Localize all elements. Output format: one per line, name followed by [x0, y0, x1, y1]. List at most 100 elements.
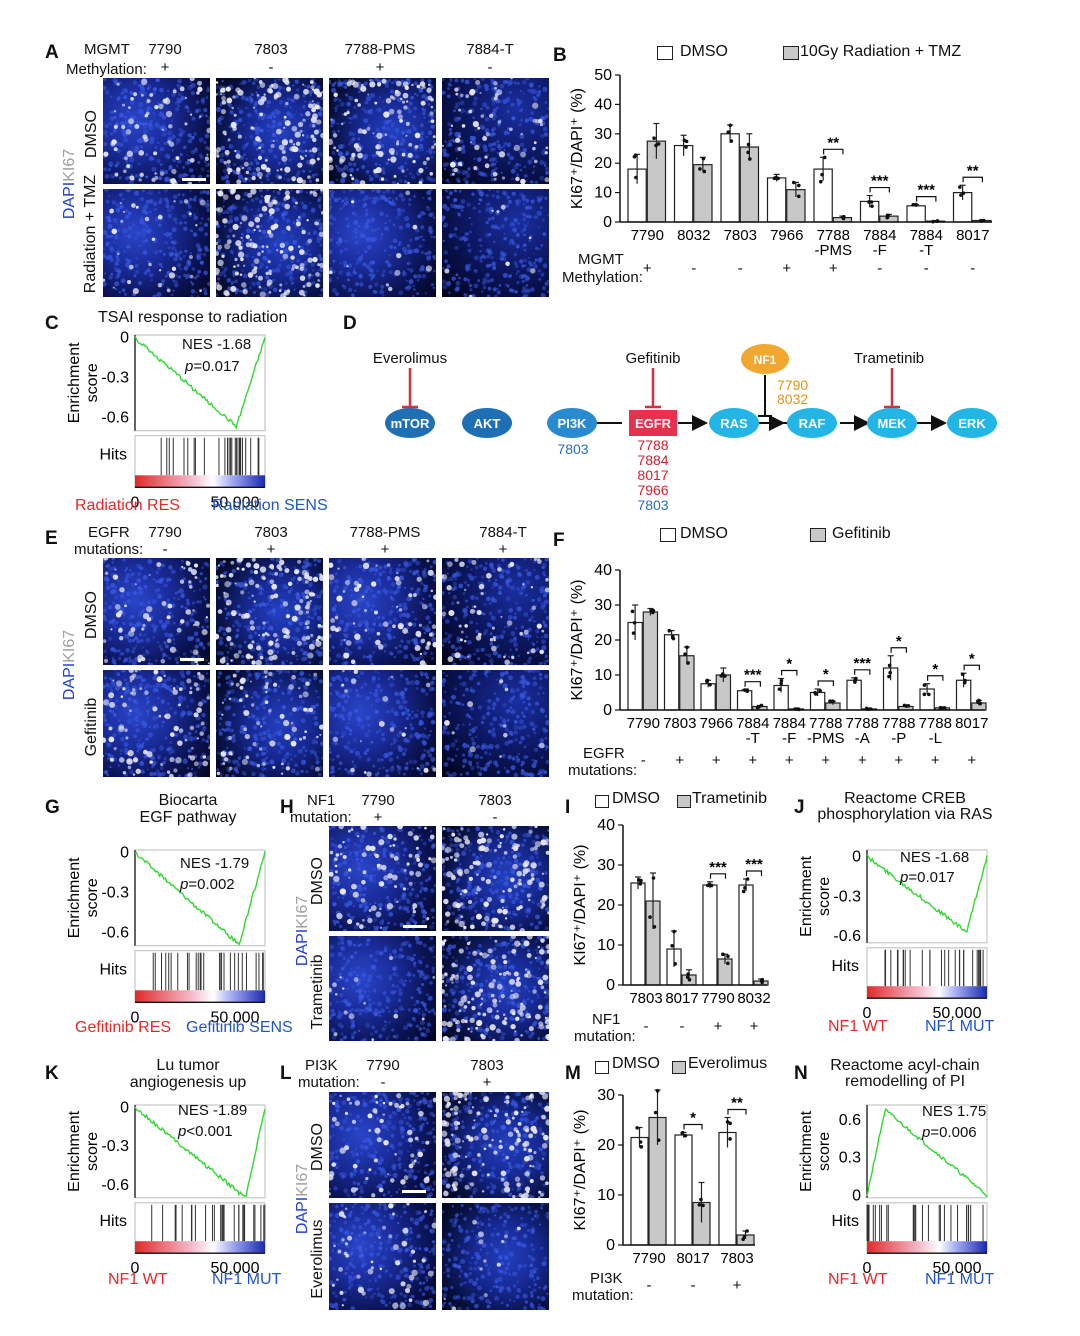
svg-text:7966: 7966 [637, 482, 668, 498]
panel-c-letter: C [45, 313, 59, 334]
panel-j-pvalue: p=0.017 [900, 869, 955, 886]
scale-bar [180, 658, 204, 661]
bar [846, 679, 862, 711]
significance-label: * [823, 666, 829, 683]
enrichment-curve [134, 1106, 266, 1197]
significance-bracket [781, 669, 798, 676]
significance-bracket [916, 196, 937, 202]
bar [906, 205, 926, 223]
micrograph-h-tram-7790 [329, 936, 436, 1041]
significance-label: * [690, 1110, 696, 1127]
panel-g-nes: NES -1.79 [180, 855, 250, 872]
enrichment-curve [866, 854, 988, 933]
significance-label: * [786, 656, 792, 673]
svg-text:7790: 7790 [777, 377, 808, 393]
legend-swatch-treatment [672, 1061, 686, 1074]
panel-e-sample: 7788-PMS [349, 524, 421, 541]
x-tick-label: 7788 [809, 715, 842, 732]
row-sign: - [691, 260, 697, 277]
data-point [813, 692, 818, 696]
data-point [779, 681, 783, 686]
panel-n-title: remodelling of PI [844, 1073, 966, 1090]
panel-l-rowhead: mutation: [298, 1074, 360, 1091]
y-axis-label: KI67⁺/DAPI⁺ (%) [572, 845, 589, 966]
data-point [759, 703, 764, 708]
node-label: ERK [958, 416, 986, 431]
panel-k-nes: NES -1.89 [178, 1102, 248, 1119]
y-tick-label: 30 [594, 597, 612, 614]
data-point [701, 1203, 705, 1208]
x-tick-label: 7884 [863, 227, 896, 244]
panel-a-stain-label: DAPIKI67 [61, 148, 78, 220]
data-point [958, 185, 962, 189]
legend-swatch-dmso [595, 1061, 609, 1074]
panel-e-row-treatment: Gefitinib [83, 697, 100, 757]
significance-label: ** [827, 134, 839, 151]
x-tick-label: 50,000 [211, 494, 260, 511]
x-tick-label: -F [873, 242, 887, 259]
x-tick-label: 7790 [701, 990, 734, 1007]
y-tick-label: 0 [120, 1100, 129, 1117]
significance-bracket [854, 669, 871, 675]
hits-label: Hits [99, 961, 127, 978]
y-axis-label: KI67⁺/DAPI⁺ (%) [572, 1110, 589, 1231]
drug-label: Everolimus [373, 350, 447, 367]
significance-bracket [683, 1123, 703, 1130]
data-point [869, 200, 874, 204]
significance-label: *** [871, 173, 889, 190]
row-sign: + [857, 752, 867, 769]
node-label: NF1 [754, 353, 777, 367]
row-sign: - [737, 260, 743, 277]
data-point [906, 704, 911, 708]
micrograph-l-dmso-7790 [329, 1092, 436, 1198]
data-point [870, 204, 874, 208]
x-tick-label: -PMS [815, 242, 853, 259]
panel-e-sample: 7884-T [479, 524, 527, 541]
node-erk [947, 408, 997, 438]
data-point [760, 980, 764, 985]
panel-a-sign: + [160, 59, 170, 76]
significance-bracket [709, 873, 727, 879]
x-tick-label: -A [855, 730, 870, 747]
panel-n-letter: N [794, 1063, 808, 1084]
data-point [705, 679, 709, 684]
data-point [779, 678, 784, 683]
panel-c-title: TSAI response to radiation [98, 309, 288, 326]
y-tick-label: 30 [597, 857, 615, 874]
x-tick-label: 8032 [677, 227, 710, 244]
micrograph-e-dmso-7803 [216, 558, 323, 665]
data-point [673, 962, 678, 966]
data-point [746, 142, 751, 147]
data-point [639, 878, 643, 883]
bar-chart-i: 0 10 20 30 40 KI67⁺/DAPI⁺ (%) 7803 8017 7790 8032… [572, 815, 785, 1025]
panel-j-title: phosphorylation via RAS [817, 806, 993, 823]
data-point [720, 672, 725, 676]
x-tick-label: 0 [863, 1005, 872, 1022]
significance-label: ** [731, 1095, 743, 1112]
data-point [725, 1120, 730, 1124]
legend-label-dmso: DMSO [612, 1055, 660, 1072]
y-axis-label: score [84, 1132, 101, 1171]
panel-a-sign: + [375, 59, 385, 76]
significance-label: * [896, 633, 902, 650]
panel-c-nes: NES -1.68 [182, 336, 252, 353]
node-label: AKT [474, 416, 501, 431]
drug-label: Gefitinib [625, 350, 680, 367]
data-point [631, 631, 636, 635]
data-point [828, 699, 832, 704]
data-point [683, 1133, 688, 1138]
drug-labels: Everolimus Gefitinib Trametinib [373, 350, 924, 367]
x-tick-label: 50,000 [211, 1260, 260, 1277]
y-axis-label: KI67⁺/DAPI⁺ (%) [569, 580, 586, 701]
panel-k-res-label: NF1 WT [108, 1271, 168, 1288]
y-tick-label: -0.3 [101, 1138, 129, 1155]
data-point [697, 1203, 702, 1207]
x-tick-label: 7790 [631, 227, 664, 244]
y-axis-label: score [84, 878, 101, 917]
panel-b-letter: B [553, 45, 567, 66]
x-tick-label: 7884 [773, 715, 806, 732]
data-point [638, 1140, 643, 1144]
node-label: mTOR [391, 416, 430, 431]
significance-label: * [932, 661, 938, 678]
panel-g-pvalue: p=0.002 [180, 876, 235, 893]
